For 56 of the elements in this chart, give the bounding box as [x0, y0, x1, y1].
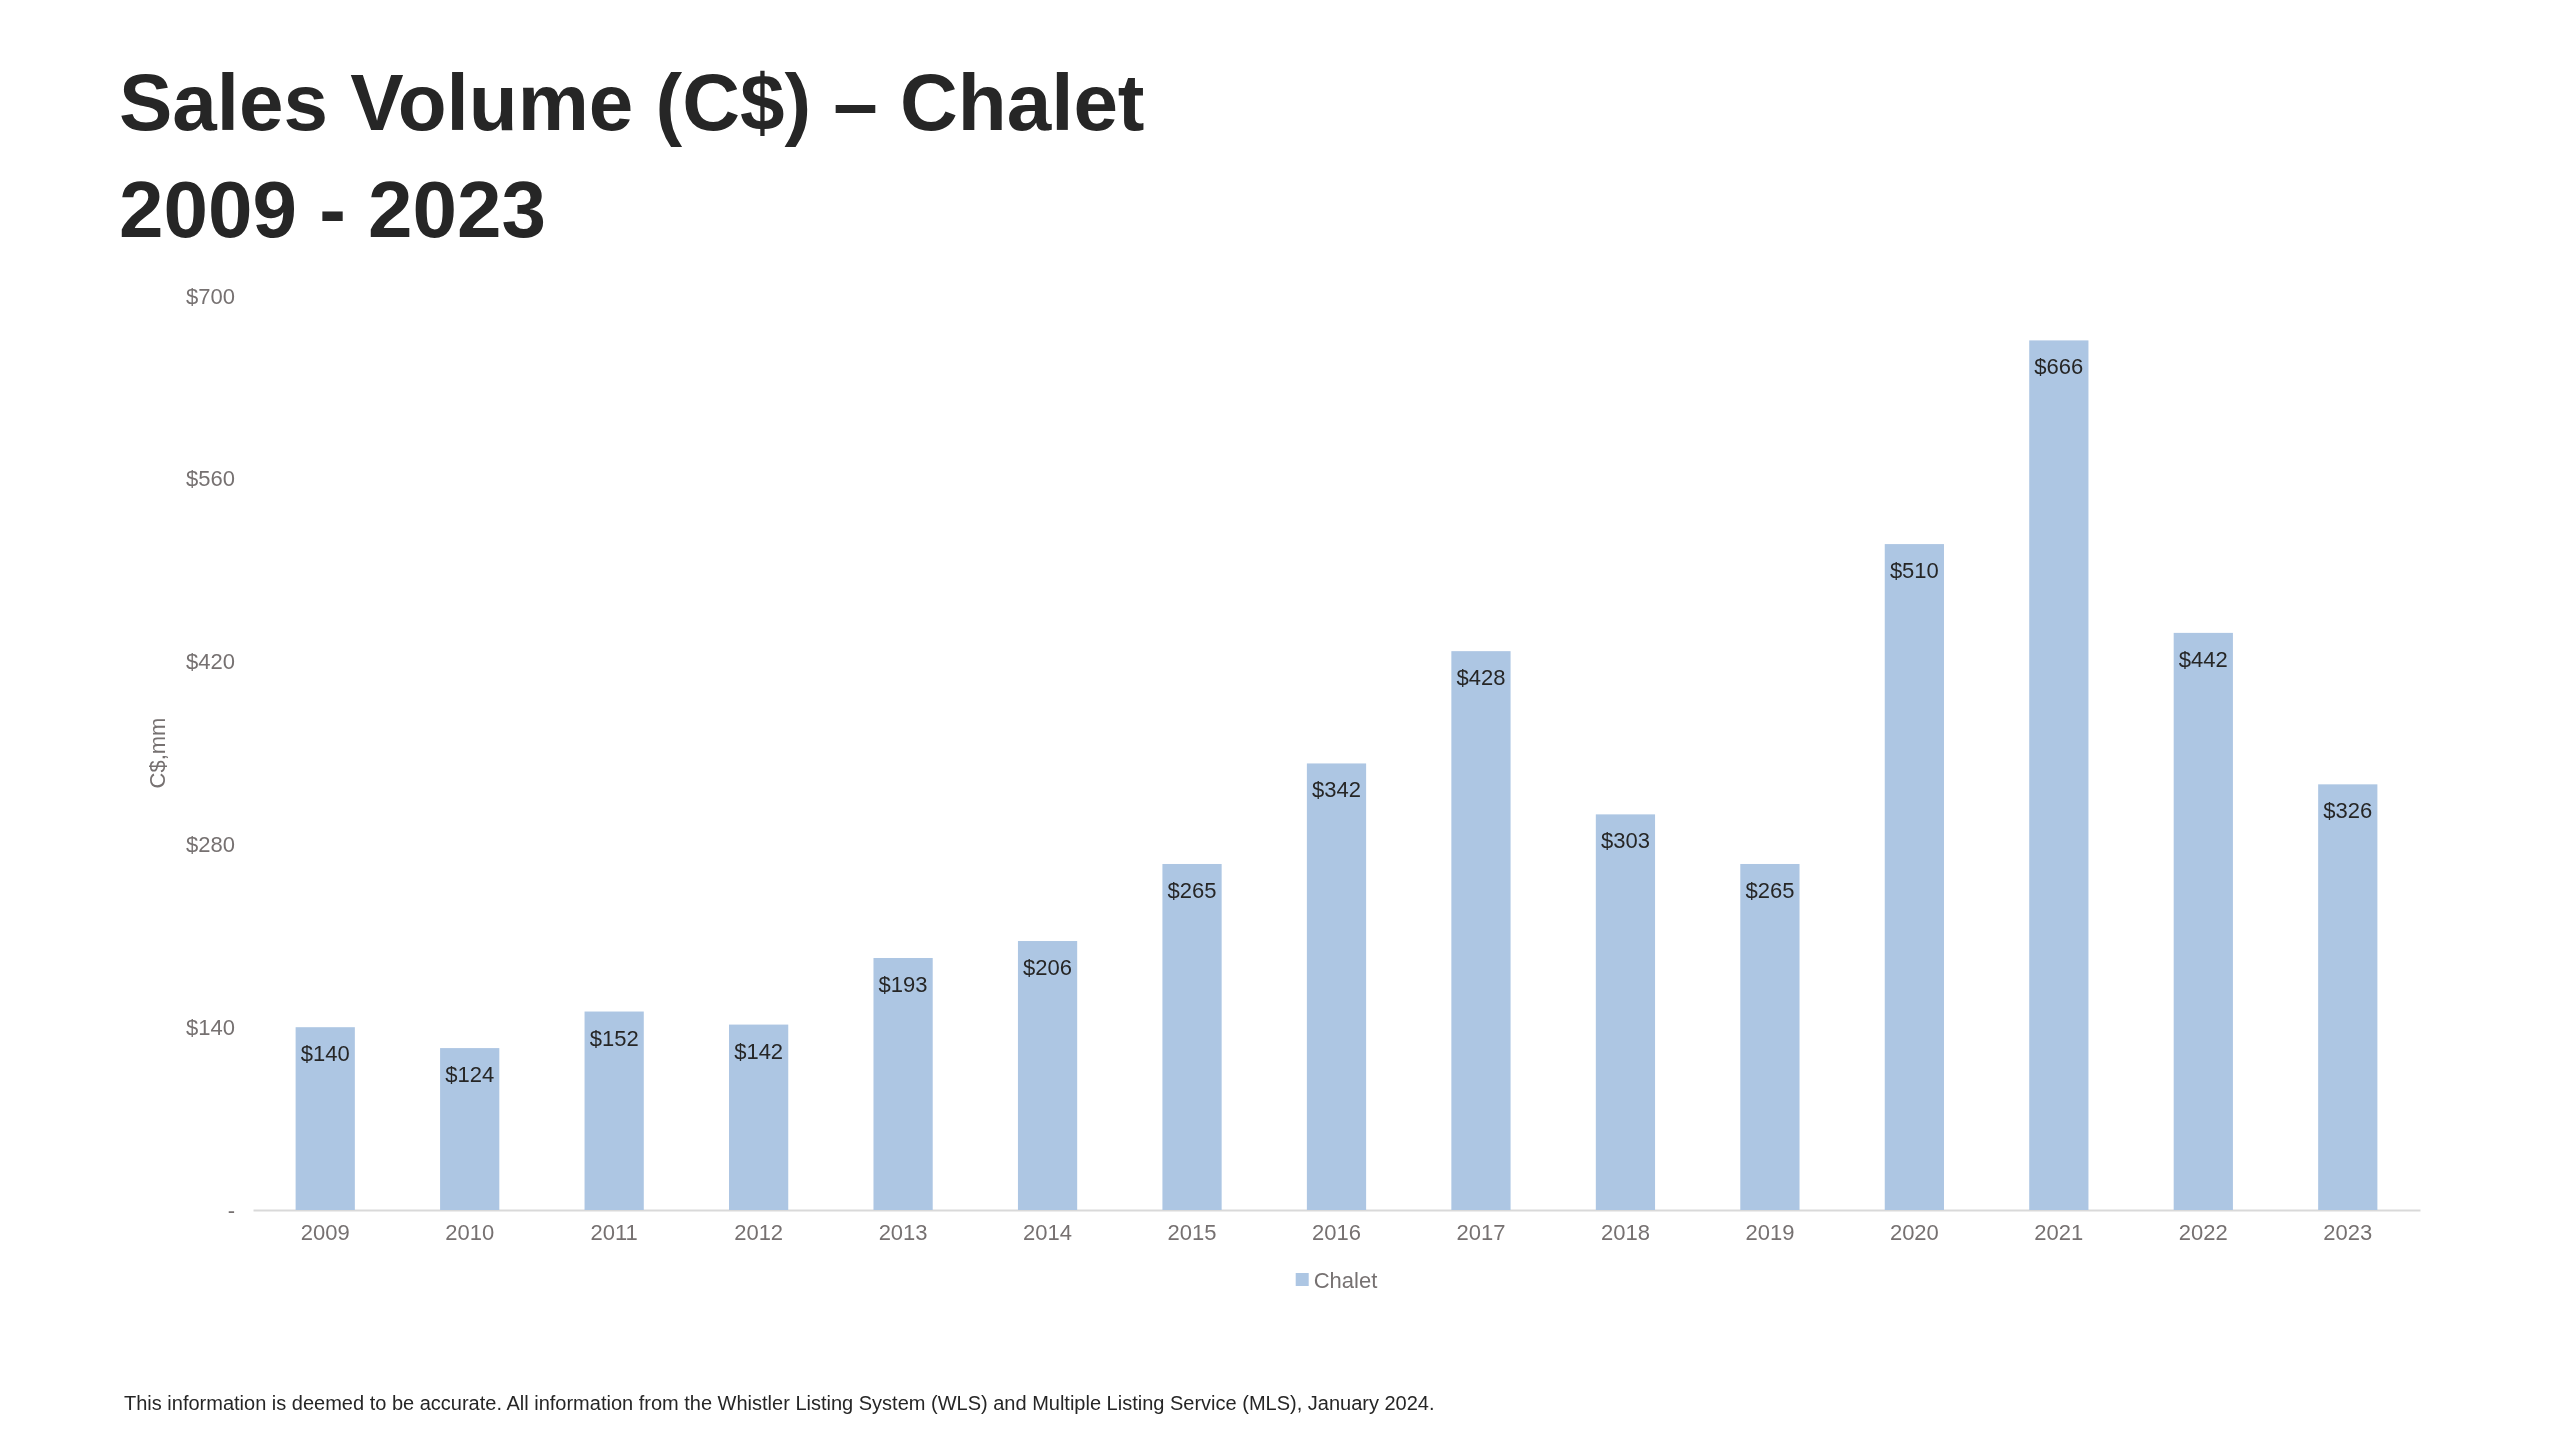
bar [873, 958, 933, 1210]
x-tick-label: 2018 [1600, 1219, 1650, 1245]
data-label: $666 [2034, 354, 2084, 380]
bar [1884, 544, 1944, 1210]
bar [1306, 763, 1367, 1210]
bar [1162, 863, 1222, 1210]
chart-subtitle: 2009 - 2023 [119, 165, 547, 254]
data-label: $142 [734, 1038, 784, 1064]
x-tick-label: 2010 [445, 1219, 495, 1245]
x-tick-label: 2014 [1023, 1219, 1073, 1245]
x-tick-label: 2021 [2034, 1219, 2084, 1245]
y-tick-label: $420 [186, 649, 235, 675]
data-label: $442 [2178, 646, 2228, 672]
bar [295, 1027, 355, 1210]
bar [729, 1024, 789, 1210]
x-tick-label: 2013 [878, 1219, 928, 1245]
x-tick-label: 2011 [590, 1219, 638, 1245]
y-tick-label: $700 [186, 283, 235, 309]
bar [440, 1048, 500, 1210]
data-label: $510 [1889, 558, 1939, 584]
x-tick-label: 2012 [734, 1219, 784, 1245]
bar [2318, 784, 2378, 1210]
y-tick-label: $560 [186, 466, 235, 492]
x-tick-label: 2016 [1312, 1219, 1361, 1245]
x-tick-label: 2015 [1167, 1219, 1217, 1245]
x-tick-label: 2023 [2323, 1219, 2373, 1245]
y-tick-label: - [227, 1197, 235, 1223]
y-tick-label: $140 [186, 1014, 235, 1040]
bar [1451, 651, 1511, 1210]
data-label: $303 [1600, 828, 1650, 854]
x-tick-label: 2020 [1889, 1219, 1939, 1245]
bar [1740, 863, 1800, 1210]
x-tick-label: 2022 [2178, 1219, 2228, 1245]
legend-label: Chalet [1313, 1268, 1378, 1293]
data-label: $342 [1312, 777, 1361, 803]
data-label: $124 [445, 1062, 495, 1088]
x-tick-label: 2017 [1456, 1219, 1506, 1245]
chart-title: Sales Volume (C$) – Chalet [119, 58, 1145, 147]
data-label: $193 [878, 972, 928, 997]
data-label: $326 [2323, 798, 2373, 824]
bar [584, 1011, 644, 1210]
bar [1595, 814, 1656, 1210]
bar [1017, 941, 1078, 1210]
x-tick-label: 2009 [300, 1219, 350, 1245]
y-tick-label: $280 [186, 831, 235, 857]
data-label: $140 [300, 1041, 350, 1067]
text: This information is deemed to be accurate. All information from the Whistler Listing System (WLS) and Multiple Listing Service (MLS), January 2024. [124, 1392, 1435, 1414]
bar [2029, 340, 2089, 1210]
data-label: $206 [1023, 955, 1073, 981]
bar [2173, 632, 2233, 1210]
data-label: $265 [1167, 877, 1217, 903]
data-label: $152 [589, 1025, 639, 1051]
x-tick-label: 2019 [1745, 1219, 1795, 1245]
data-label: $428 [1456, 665, 1506, 691]
data-label: $265 [1745, 877, 1795, 903]
y-axis-title: C$,mm [145, 717, 170, 789]
